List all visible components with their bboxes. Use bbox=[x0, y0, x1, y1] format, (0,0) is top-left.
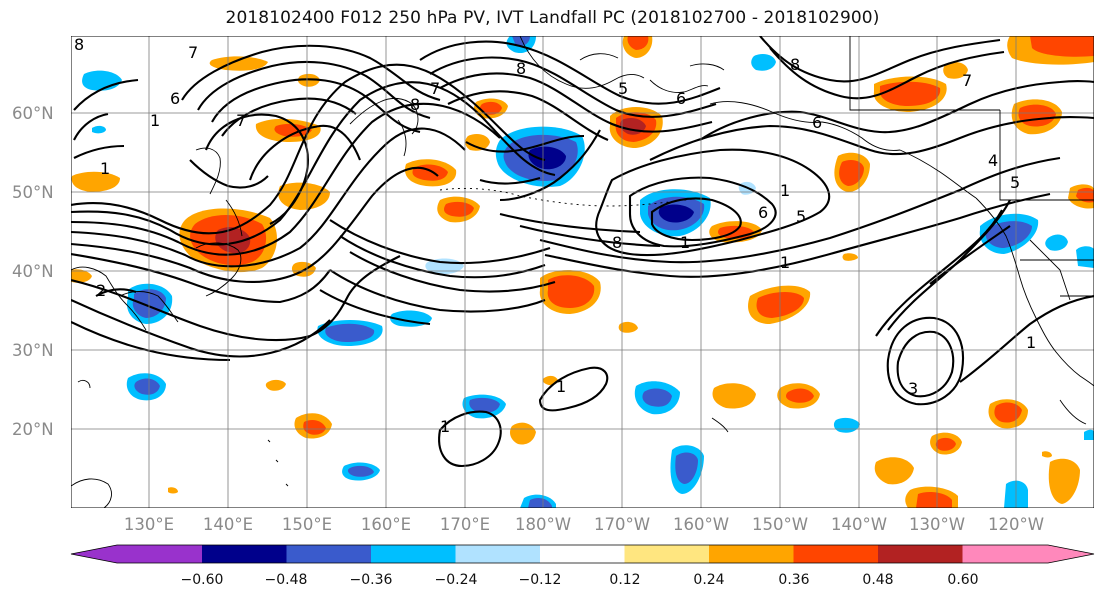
lat-label-30n: 30°N bbox=[12, 341, 54, 360]
lon-label: 140°E bbox=[202, 515, 254, 534]
contour-label: 1 bbox=[100, 159, 110, 178]
colorbar-tick-label: −0.12 bbox=[518, 572, 562, 588]
contour-label: 2 bbox=[96, 281, 106, 300]
contour-label: 1 bbox=[780, 181, 790, 200]
contour-label: 5 bbox=[1010, 173, 1020, 192]
lon-label: 150°E bbox=[281, 515, 333, 534]
lon-label: 160°E bbox=[360, 515, 412, 534]
contour-label: 8 bbox=[74, 35, 84, 54]
contour-label: 7 bbox=[962, 71, 972, 90]
lon-label: 120°W bbox=[987, 515, 1045, 534]
colorbar-tick-label: 0.48 bbox=[862, 572, 894, 588]
lon-label: 160°W bbox=[672, 515, 730, 534]
lat-label-50n: 50°N bbox=[12, 183, 54, 202]
contour-label: 7 bbox=[430, 79, 440, 98]
contour-label: 4 bbox=[988, 151, 998, 170]
lon-label: 170°E bbox=[439, 515, 491, 534]
graticule bbox=[71, 36, 1094, 508]
lon-label: 180°W bbox=[514, 515, 572, 534]
colorbar-tick-label: 0.36 bbox=[778, 572, 810, 588]
contour-label: 8 bbox=[790, 55, 800, 74]
lat-label-20n: 20°N bbox=[12, 420, 54, 439]
colorbar-tick-label: −0.48 bbox=[264, 572, 308, 588]
contour-label: 7 bbox=[188, 43, 198, 62]
contour-label: 1 bbox=[150, 111, 160, 130]
map-title: 2018102400 F012 250 hPa PV, IVT Landfall… bbox=[225, 8, 880, 28]
colorbar-tick-label: −0.60 bbox=[180, 572, 224, 588]
lat-label-60n: 60°N bbox=[12, 104, 54, 123]
contour-label: 8 bbox=[516, 59, 526, 78]
lon-label: 170°W bbox=[593, 515, 651, 534]
colorbar-tick-label: 0.12 bbox=[609, 572, 641, 588]
lon-label: 130°E bbox=[123, 515, 175, 534]
contour-label: 1 bbox=[556, 377, 566, 396]
contour-label: 1 bbox=[1026, 333, 1036, 352]
contour-label: 6 bbox=[758, 203, 768, 222]
contour-label: 6 bbox=[812, 113, 822, 132]
contour-label: 5 bbox=[796, 207, 806, 226]
lon-label: 130°W bbox=[908, 515, 966, 534]
contour-labels: 8 7 6 1 1 7 8 8 5 6 7 8 7 1 8 6 5 1 4 5 … bbox=[74, 35, 1036, 436]
contour-label: 7 bbox=[236, 111, 246, 130]
contour-label: 1 bbox=[440, 417, 450, 436]
contour-label: 5 bbox=[618, 79, 628, 98]
pv-contours bbox=[71, 36, 1094, 468]
contour-label: 1 bbox=[680, 233, 690, 252]
pv-anomaly-shading bbox=[71, 36, 1094, 508]
lat-label-40n: 40°N bbox=[12, 262, 54, 281]
contour-label: 6 bbox=[676, 89, 686, 108]
lon-label: 140°W bbox=[830, 515, 888, 534]
colorbar-tick-label: −0.24 bbox=[434, 572, 478, 588]
colorbar-tick-label: 0.60 bbox=[947, 572, 979, 588]
coastlines bbox=[71, 36, 1094, 508]
contour-label: 1 bbox=[780, 253, 790, 272]
contour-label: 6 bbox=[170, 89, 180, 108]
colorbar-tick-label: 0.24 bbox=[693, 572, 725, 588]
contour-label: 3 bbox=[908, 379, 918, 398]
colorbar-tick-label: −0.36 bbox=[349, 572, 393, 588]
contour-label: 8 bbox=[612, 233, 622, 252]
contour-label: 8 bbox=[410, 95, 420, 114]
lon-label: 150°W bbox=[751, 515, 809, 534]
